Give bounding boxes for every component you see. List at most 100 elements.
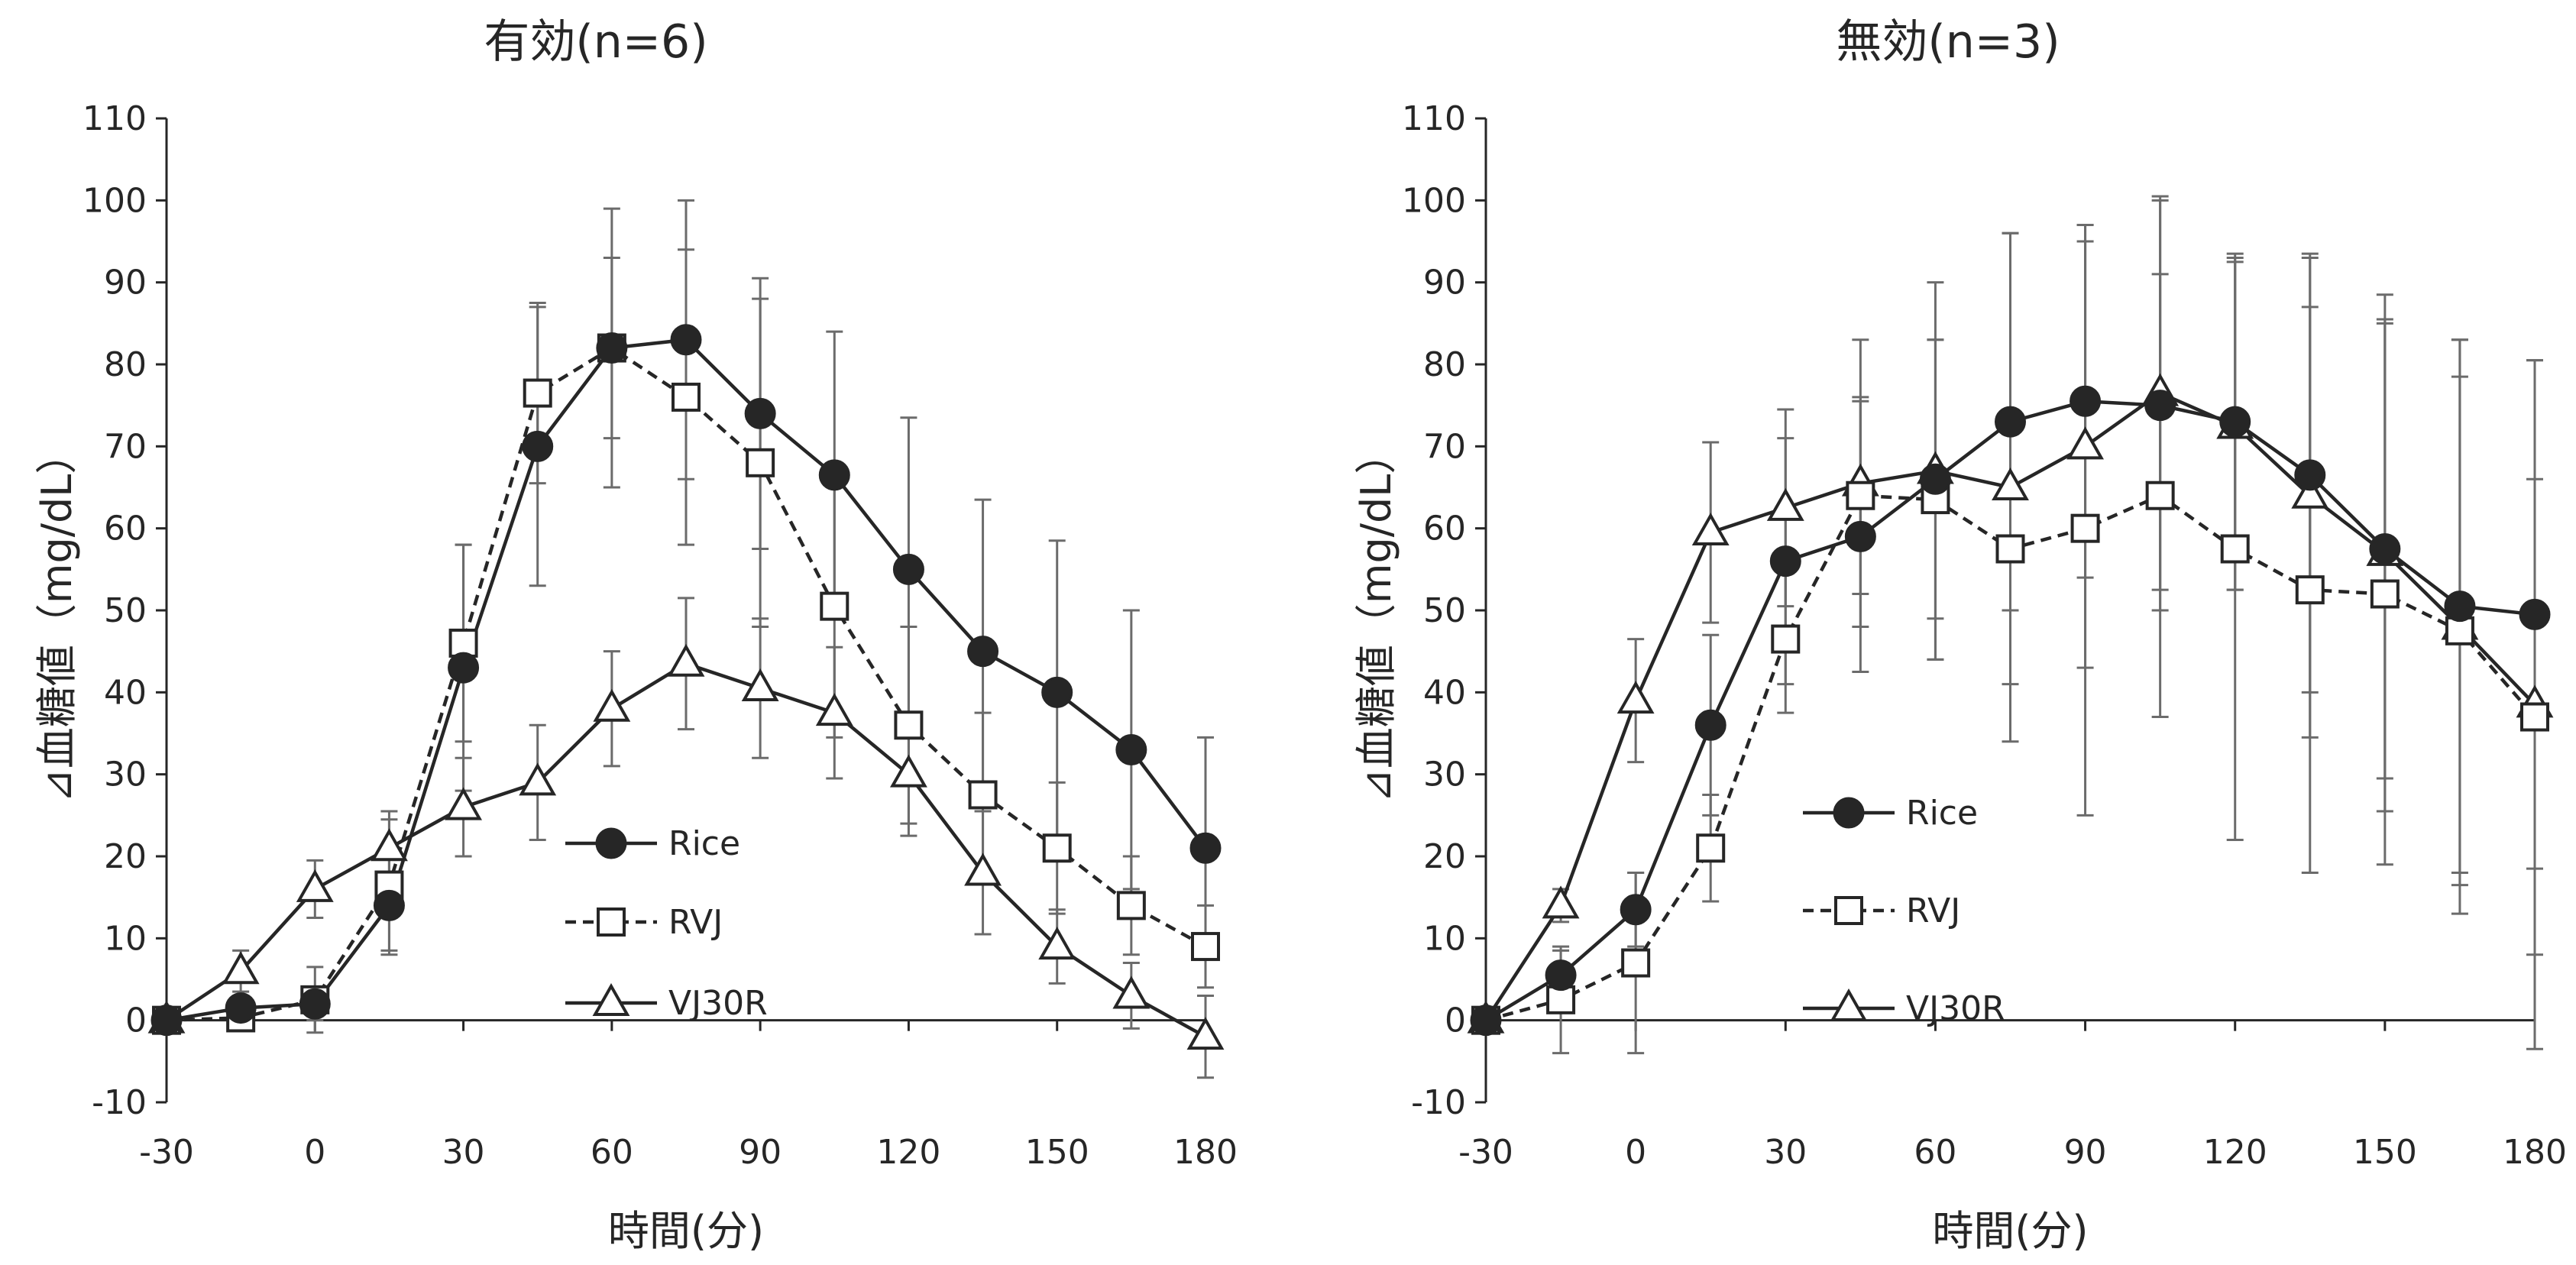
data-point-rice — [2369, 533, 2401, 565]
legend-label-rice: Rice — [668, 824, 740, 863]
data-point-rice — [448, 652, 480, 684]
data-point-rice — [2219, 406, 2251, 438]
x-tick-label: 120 — [2203, 1133, 2267, 1172]
data-point-rvj — [1846, 480, 1875, 510]
data-point-rice — [2070, 385, 2102, 417]
data-point-rice — [1919, 463, 1951, 495]
y-tick-label: 30 — [104, 755, 147, 794]
data-point-vj30r — [1691, 512, 1730, 546]
data-point-vj30r — [1616, 681, 1655, 714]
data-point-rice — [2144, 390, 2176, 422]
data-point-vj30r — [296, 869, 334, 902]
data-point-vj30r — [815, 693, 853, 726]
data-point-rice — [892, 553, 924, 585]
x-tick-label: 60 — [591, 1133, 633, 1172]
data-point-rice — [1041, 676, 1073, 708]
legend-marker-rvj — [597, 907, 626, 937]
data-point-rvj — [1191, 932, 1220, 962]
data-point-rice — [1545, 959, 1577, 992]
data-point-rice — [1470, 1005, 1502, 1037]
y-tick-label: 110 — [83, 99, 147, 138]
chart-panel-effective: 有効(n=6) -10 0 10 20 30 40 50 60 70 80 90 100 110 -30 0 3… — [33, 15, 1238, 1255]
y-tick-label: 80 — [1423, 345, 1466, 384]
data-point-rvj — [1116, 891, 1146, 920]
y-tick-label: 50 — [104, 591, 147, 630]
x-tick-label: 180 — [2503, 1133, 2567, 1172]
data-point-rvj — [968, 780, 998, 810]
y-tick-label: 10 — [104, 919, 147, 958]
data-point-rvj — [2295, 575, 2325, 605]
y-axis-label: ⊿血糖値（mg/dL） — [1352, 433, 1400, 804]
y-tick-label: 40 — [1423, 673, 1466, 712]
data-point-rvj — [2145, 480, 2175, 510]
data-point-vj30r — [1542, 885, 1580, 919]
y-tick-label: 110 — [1402, 99, 1466, 138]
x-tick-label: 0 — [1625, 1133, 1646, 1172]
y-axis-label: ⊿血糖値（mg/dL） — [33, 433, 81, 804]
data-point-vj30r — [964, 852, 1002, 886]
legend-label-rice: Rice — [1906, 794, 1978, 833]
data-point-rvj — [672, 382, 701, 412]
data-point-rice — [1694, 709, 1727, 741]
data-point-vj30r — [370, 828, 408, 862]
data-point-rvj — [1621, 948, 1651, 978]
data-point-rice — [150, 1005, 183, 1037]
legend-marker-rice — [1833, 797, 1865, 829]
data-point-vj30r — [1766, 487, 1804, 521]
y-tick-label: -10 — [1411, 1083, 1466, 1122]
chart-title: 有効(n=6) — [484, 15, 707, 69]
x-tick-label: 120 — [876, 1133, 940, 1172]
data-point-rice — [967, 636, 999, 668]
data-point-rvj — [820, 591, 849, 621]
legend-marker-rvj — [1834, 896, 1863, 925]
x-tick-label: -30 — [1458, 1133, 1513, 1172]
data-point-rvj — [2520, 702, 2549, 732]
data-point-rice — [2519, 598, 2551, 630]
x-tick-label: 180 — [1173, 1133, 1238, 1172]
chart-title: 無効(n=3) — [1836, 15, 2060, 69]
x-tick-label: 90 — [2064, 1133, 2107, 1172]
data-point-rice — [2444, 590, 2476, 623]
data-point-rice — [1995, 406, 2026, 438]
data-point-rice — [373, 889, 405, 921]
data-point-rice — [818, 459, 850, 491]
y-tick-label: 30 — [1423, 755, 1466, 794]
data-point-rvj — [2370, 579, 2400, 609]
y-tick-label: 100 — [1402, 181, 1466, 220]
y-tick-label: 50 — [1423, 591, 1466, 630]
data-point-rvj — [2070, 513, 2100, 543]
data-point-rice — [2294, 459, 2326, 491]
y-tick-label: -10 — [92, 1083, 147, 1122]
y-tick-label: 60 — [1423, 510, 1466, 548]
chart-panel-ineffective: 無効(n=3) -10 0 10 20 30 40 50 60 70 80 90 100 110 -30 0 3… — [1352, 15, 2567, 1255]
y-tick-label: 20 — [104, 837, 147, 876]
x-tick-label: -30 — [139, 1133, 194, 1172]
data-point-rice — [1844, 520, 1876, 552]
y-tick-label: 40 — [104, 673, 147, 712]
data-point-rvj — [2220, 534, 2250, 564]
data-point-rice — [670, 324, 702, 356]
data-point-vj30r — [593, 688, 631, 722]
data-point-rvj — [448, 628, 478, 658]
y-tick-label: 70 — [104, 427, 147, 466]
x-tick-label: 30 — [442, 1133, 485, 1172]
y-tick-label: 100 — [83, 181, 147, 220]
data-point-rice — [1189, 832, 1222, 864]
y-tick-label: 70 — [1423, 427, 1466, 466]
data-point-rice — [225, 992, 257, 1024]
x-tick-label: 0 — [304, 1133, 325, 1172]
data-point-vj30r — [1992, 467, 2029, 500]
data-point-vj30r — [2291, 475, 2329, 509]
data-point-vj30r — [1112, 975, 1150, 1009]
data-point-vj30r — [222, 951, 260, 985]
y-tick-label: 0 — [125, 1001, 147, 1040]
y-tick-label: 10 — [1423, 919, 1466, 958]
data-point-vj30r — [445, 787, 483, 820]
data-point-rvj — [1042, 833, 1072, 863]
data-point-rice — [744, 397, 776, 429]
x-tick-label: 150 — [2353, 1133, 2417, 1172]
data-point-vj30r — [889, 754, 927, 788]
data-point-rice — [1769, 545, 1801, 578]
legend-marker-vj30r — [1830, 988, 1868, 1021]
